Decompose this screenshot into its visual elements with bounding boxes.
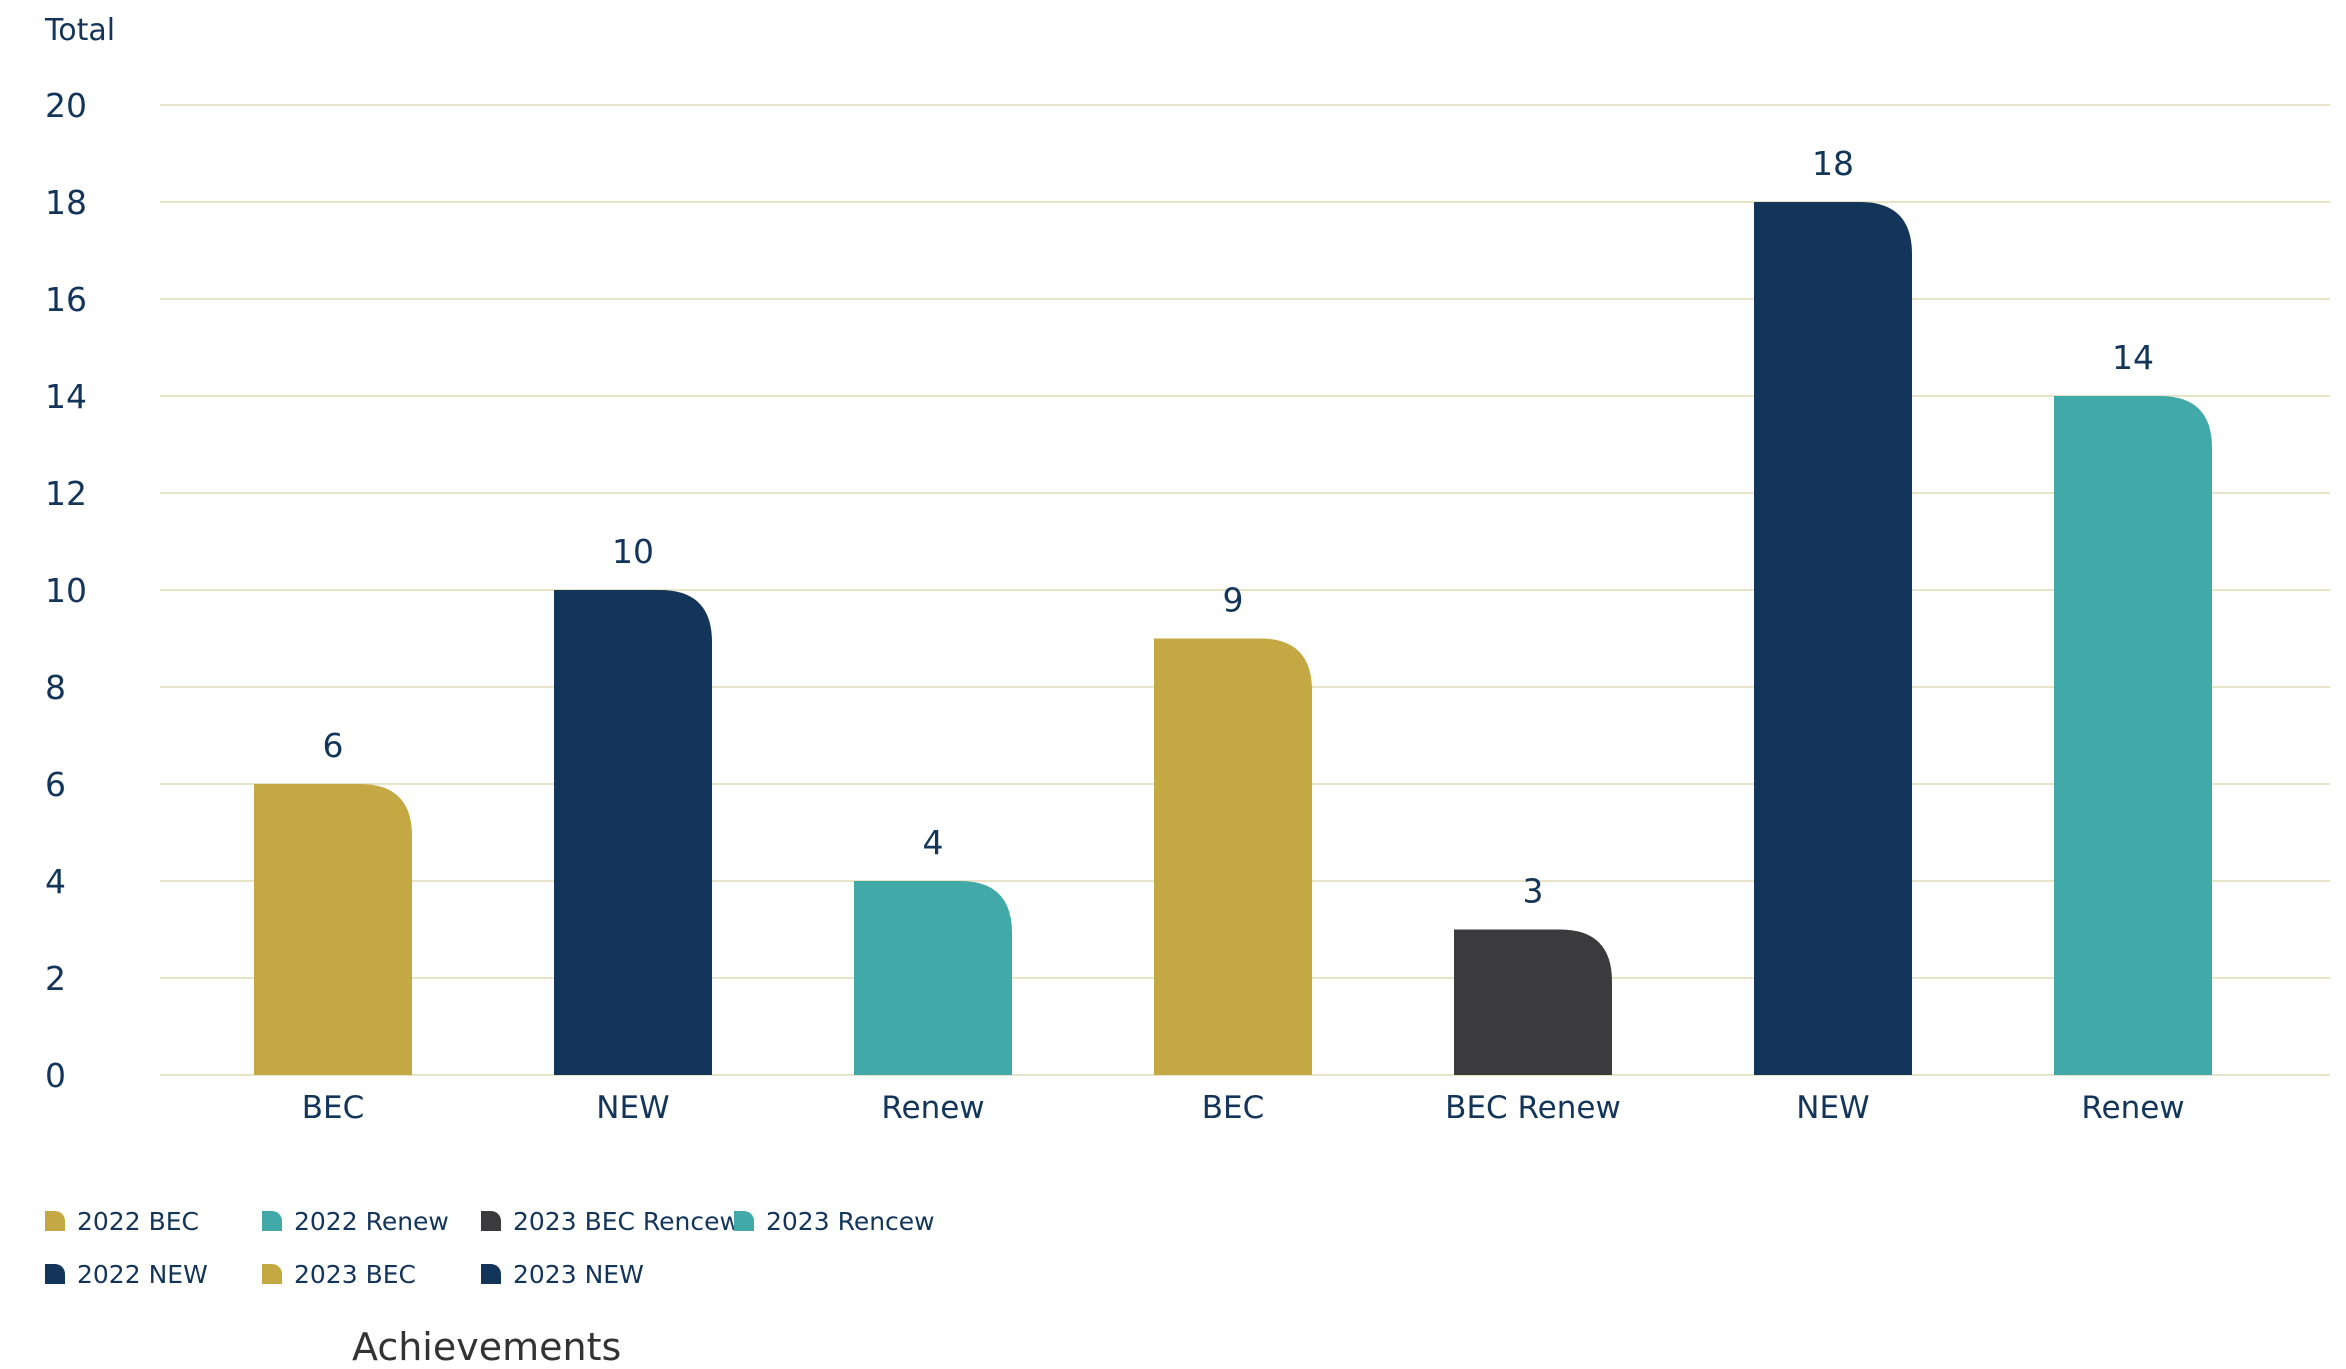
- x-tick-label: BEC Renew: [1445, 1090, 1621, 1126]
- x-axis-title: Achievements: [352, 1325, 622, 1369]
- bar: [2054, 396, 2212, 1075]
- legend-label: 2022 BEC: [77, 1206, 199, 1236]
- legend-swatch: [481, 1264, 501, 1284]
- legend-label: 2022 Renew: [294, 1206, 449, 1236]
- legend-swatch: [45, 1211, 65, 1231]
- legend-item-2023-bec[interactable]: 2023 BEC: [262, 1259, 416, 1289]
- legend-label: 2023 BEC: [294, 1259, 416, 1289]
- data-label: 10: [612, 532, 654, 571]
- y-tick-label: 6: [45, 765, 66, 804]
- bar: [854, 881, 1012, 1075]
- legend-label: 2023 NEW: [513, 1259, 644, 1289]
- x-tick-label: BEC: [302, 1090, 365, 1126]
- bar: [254, 784, 412, 1075]
- y-tick-label: 12: [45, 474, 87, 513]
- y-axis-title: Total: [44, 13, 115, 48]
- y-tick-label: 16: [45, 280, 87, 319]
- x-tick-label: NEW: [596, 1090, 669, 1126]
- legend-item-2023-bec-rencew[interactable]: 2023 BEC Rencew: [481, 1206, 740, 1236]
- data-label: 4: [923, 823, 944, 862]
- legend-label: 2023 Rencew: [766, 1206, 935, 1236]
- bar: [1454, 929, 1612, 1075]
- data-label: 18: [1812, 144, 1854, 183]
- legend-label: 2023 BEC Rencew: [513, 1206, 740, 1236]
- data-label: 6: [323, 726, 344, 765]
- y-tick-label: 10: [45, 571, 87, 610]
- legend-swatch: [481, 1211, 501, 1231]
- x-tick-label: Renew: [2081, 1090, 2184, 1126]
- data-label: 3: [1523, 872, 1544, 911]
- x-tick-label: BEC: [1202, 1090, 1265, 1126]
- bar: [554, 590, 712, 1075]
- bar: [1154, 638, 1312, 1075]
- y-tick-label: 18: [45, 183, 87, 222]
- legend-item-2023-new[interactable]: 2023 NEW: [481, 1259, 644, 1289]
- chart-legend: 2022 BEC 2022 Renew 2023 BEC Rencew 2023…: [45, 1198, 1045, 1308]
- x-tick-label: Renew: [881, 1090, 984, 1126]
- y-tick-label: 2: [45, 959, 66, 998]
- legend-swatch: [734, 1211, 754, 1231]
- legend-swatch: [45, 1264, 65, 1284]
- legend-item-2022-bec[interactable]: 2022 BEC: [45, 1206, 199, 1236]
- data-label: 14: [2112, 338, 2154, 377]
- y-tick-label: 8: [45, 668, 66, 707]
- legend-item-2022-new[interactable]: 2022 NEW: [45, 1259, 208, 1289]
- legend-item-2023-rencew[interactable]: 2023 Rencew: [734, 1206, 935, 1236]
- legend-item-2022-renew[interactable]: 2022 Renew: [262, 1206, 449, 1236]
- y-tick-label: 20: [45, 86, 87, 125]
- x-tick-label: NEW: [1796, 1090, 1869, 1126]
- y-tick-label: 14: [45, 377, 87, 416]
- legend-swatch: [262, 1264, 282, 1284]
- legend-label: 2022 NEW: [77, 1259, 208, 1289]
- y-tick-label: 4: [45, 862, 66, 901]
- y-tick-label: 0: [45, 1056, 66, 1095]
- bar: [1754, 202, 1912, 1075]
- legend-swatch: [262, 1211, 282, 1231]
- data-label: 9: [1223, 581, 1244, 620]
